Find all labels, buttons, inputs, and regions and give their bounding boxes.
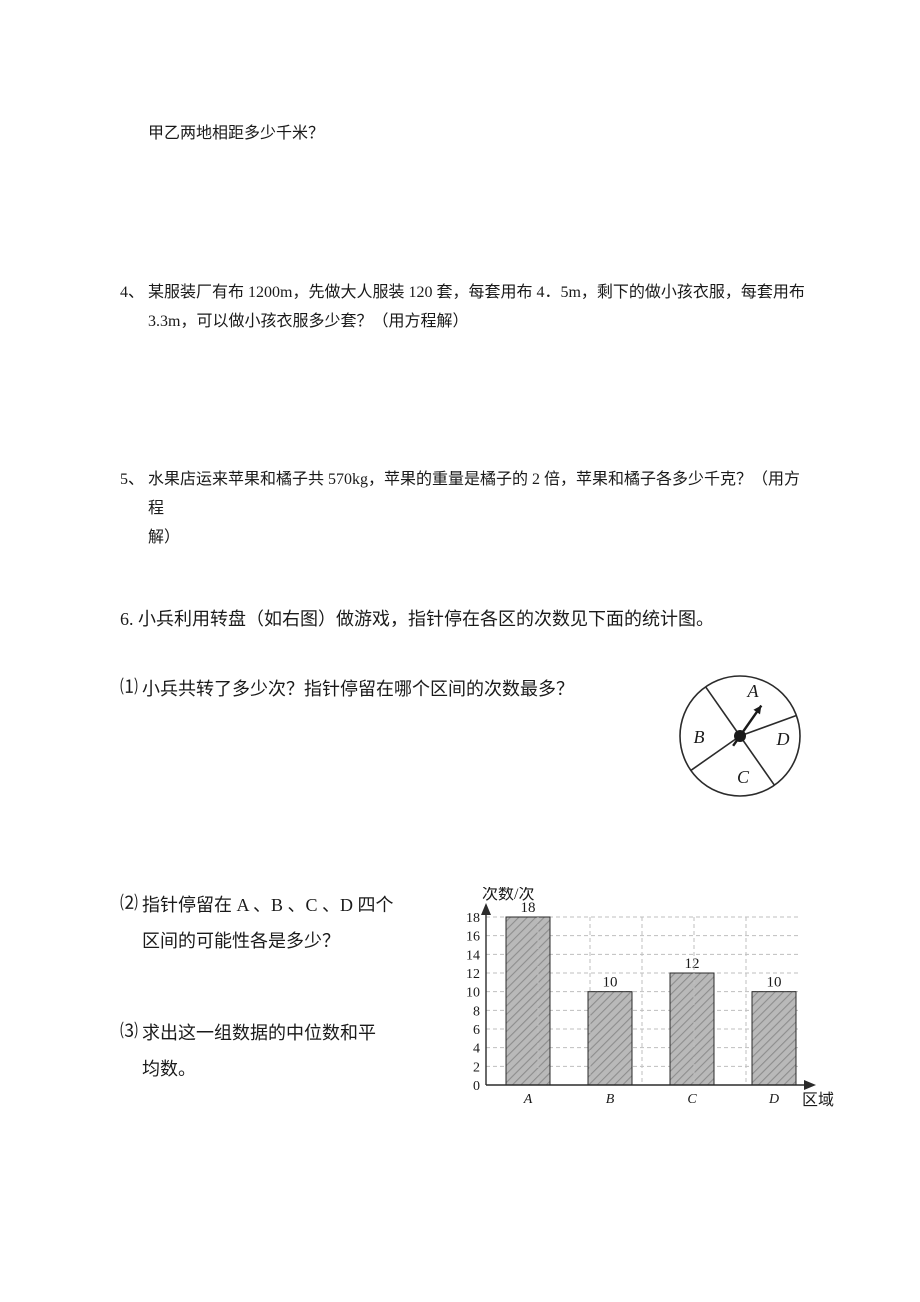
svg-text:D: D	[768, 1092, 779, 1107]
svg-text:4: 4	[473, 1042, 480, 1057]
problem-6-sub3: ⑶ 求出这一组数据的中位数和平 均数。	[120, 1015, 420, 1087]
problem-4: 4、某服装厂有布 1200m，先做大人服装 120 套，每套用布 4．5m，剩下…	[120, 279, 810, 337]
spinner-svg: A B C D	[675, 671, 810, 806]
problem-6-sub2-line1: 指针停留在 A 、B 、C 、D 四个	[142, 895, 394, 915]
problem-6-sub1-num: ⑴	[120, 671, 138, 703]
problem-6-sub1-text: 小兵共转了多少次？指针停留在哪个区间的次数最多？	[142, 671, 655, 707]
svg-text:0: 0	[473, 1079, 480, 1094]
svg-text:B: B	[694, 727, 705, 747]
problem-5: 5、水果店运来苹果和橘子共 570kg，苹果的重量是橘子的 2 倍，苹果和橘子各…	[120, 466, 810, 552]
problem-5-text-line1: 水果店运来苹果和橘子共 570kg，苹果的重量是橘子的 2 倍，苹果和橘子各多少…	[148, 471, 800, 517]
spinner-diagram: A B C D	[675, 671, 810, 817]
svg-text:次数/次: 次数/次	[482, 887, 534, 903]
problem-6-sub2-line2: 区间的可能性各是多少？	[142, 931, 340, 951]
svg-text:10: 10	[466, 986, 480, 1001]
problem-6: 6. 小兵利用转盘（如右图）做游戏，指针停在各区的次数见下面的统计图。 ⑴ 小兵…	[120, 603, 810, 1126]
problem-6-sub3-text: 求出这一组数据的中位数和平 均数。	[142, 1015, 420, 1087]
problem-4-text-line1: 某服装厂有布 1200m，先做大人服装 120 套，每套用布 4．5m，剩下的做…	[148, 284, 805, 301]
problem-4-text-line2: 3.3m，可以做小孩衣服多少套？（用方程解）	[120, 308, 810, 337]
problem-6-sub3-num: ⑶	[120, 1015, 138, 1047]
svg-text:C: C	[687, 1092, 697, 1107]
svg-text:B: B	[606, 1092, 615, 1107]
problem-6-sub2-num: ⑵	[120, 887, 138, 919]
svg-text:10: 10	[603, 975, 618, 991]
bar-chart-svg: 18A10B12C10D024681012141618次数/次区域	[438, 887, 838, 1115]
svg-text:12: 12	[685, 956, 700, 972]
svg-text:18: 18	[466, 911, 480, 926]
svg-text:16: 16	[466, 930, 480, 945]
problem-6-sub2: ⑵ 指针停留在 A 、B 、C 、D 四个 区间的可能性各是多少？	[120, 887, 420, 959]
problem-3-tail-text: 甲乙两地相距多少千米？	[120, 120, 810, 149]
svg-text:区域: 区域	[802, 1091, 834, 1109]
problem-3-tail: 甲乙两地相距多少千米？	[120, 120, 810, 149]
svg-text:14: 14	[466, 948, 480, 963]
bar-chart: 18A10B12C10D024681012141618次数/次区域	[438, 887, 838, 1126]
problem-6-intro-text: 小兵利用转盘（如右图）做游戏，指针停在各区的次数见下面的统计图。	[138, 609, 714, 629]
problem-6-intro: 6. 小兵利用转盘（如右图）做游戏，指针停在各区的次数见下面的统计图。	[120, 603, 810, 635]
problem-6-sub3-line2: 均数。	[142, 1059, 196, 1079]
svg-text:12: 12	[466, 967, 480, 982]
exam-page: 甲乙两地相距多少千米？ 4、某服装厂有布 1200m，先做大人服装 120 套，…	[0, 0, 920, 1186]
svg-text:A: A	[523, 1092, 533, 1107]
problem-5-text-line2: 解）	[120, 524, 810, 553]
svg-text:6: 6	[473, 1023, 480, 1038]
problem-6-sub3-line1: 求出这一组数据的中位数和平	[142, 1023, 376, 1043]
problem-6-sub2-text: 指针停留在 A 、B 、C 、D 四个 区间的可能性各是多少？	[142, 887, 420, 959]
problem-4-number: 4、	[120, 279, 148, 308]
svg-text:D: D	[776, 729, 790, 749]
problem-6-sub1: ⑴ 小兵共转了多少次？指针停留在哪个区间的次数最多？	[120, 671, 655, 707]
svg-text:2: 2	[473, 1060, 480, 1075]
problem-6-number: 6.	[120, 609, 134, 629]
svg-text:A: A	[747, 681, 760, 701]
problem-5-number: 5、	[120, 466, 148, 495]
svg-text:8: 8	[473, 1004, 480, 1019]
svg-text:10: 10	[767, 975, 782, 991]
svg-text:C: C	[737, 767, 750, 787]
